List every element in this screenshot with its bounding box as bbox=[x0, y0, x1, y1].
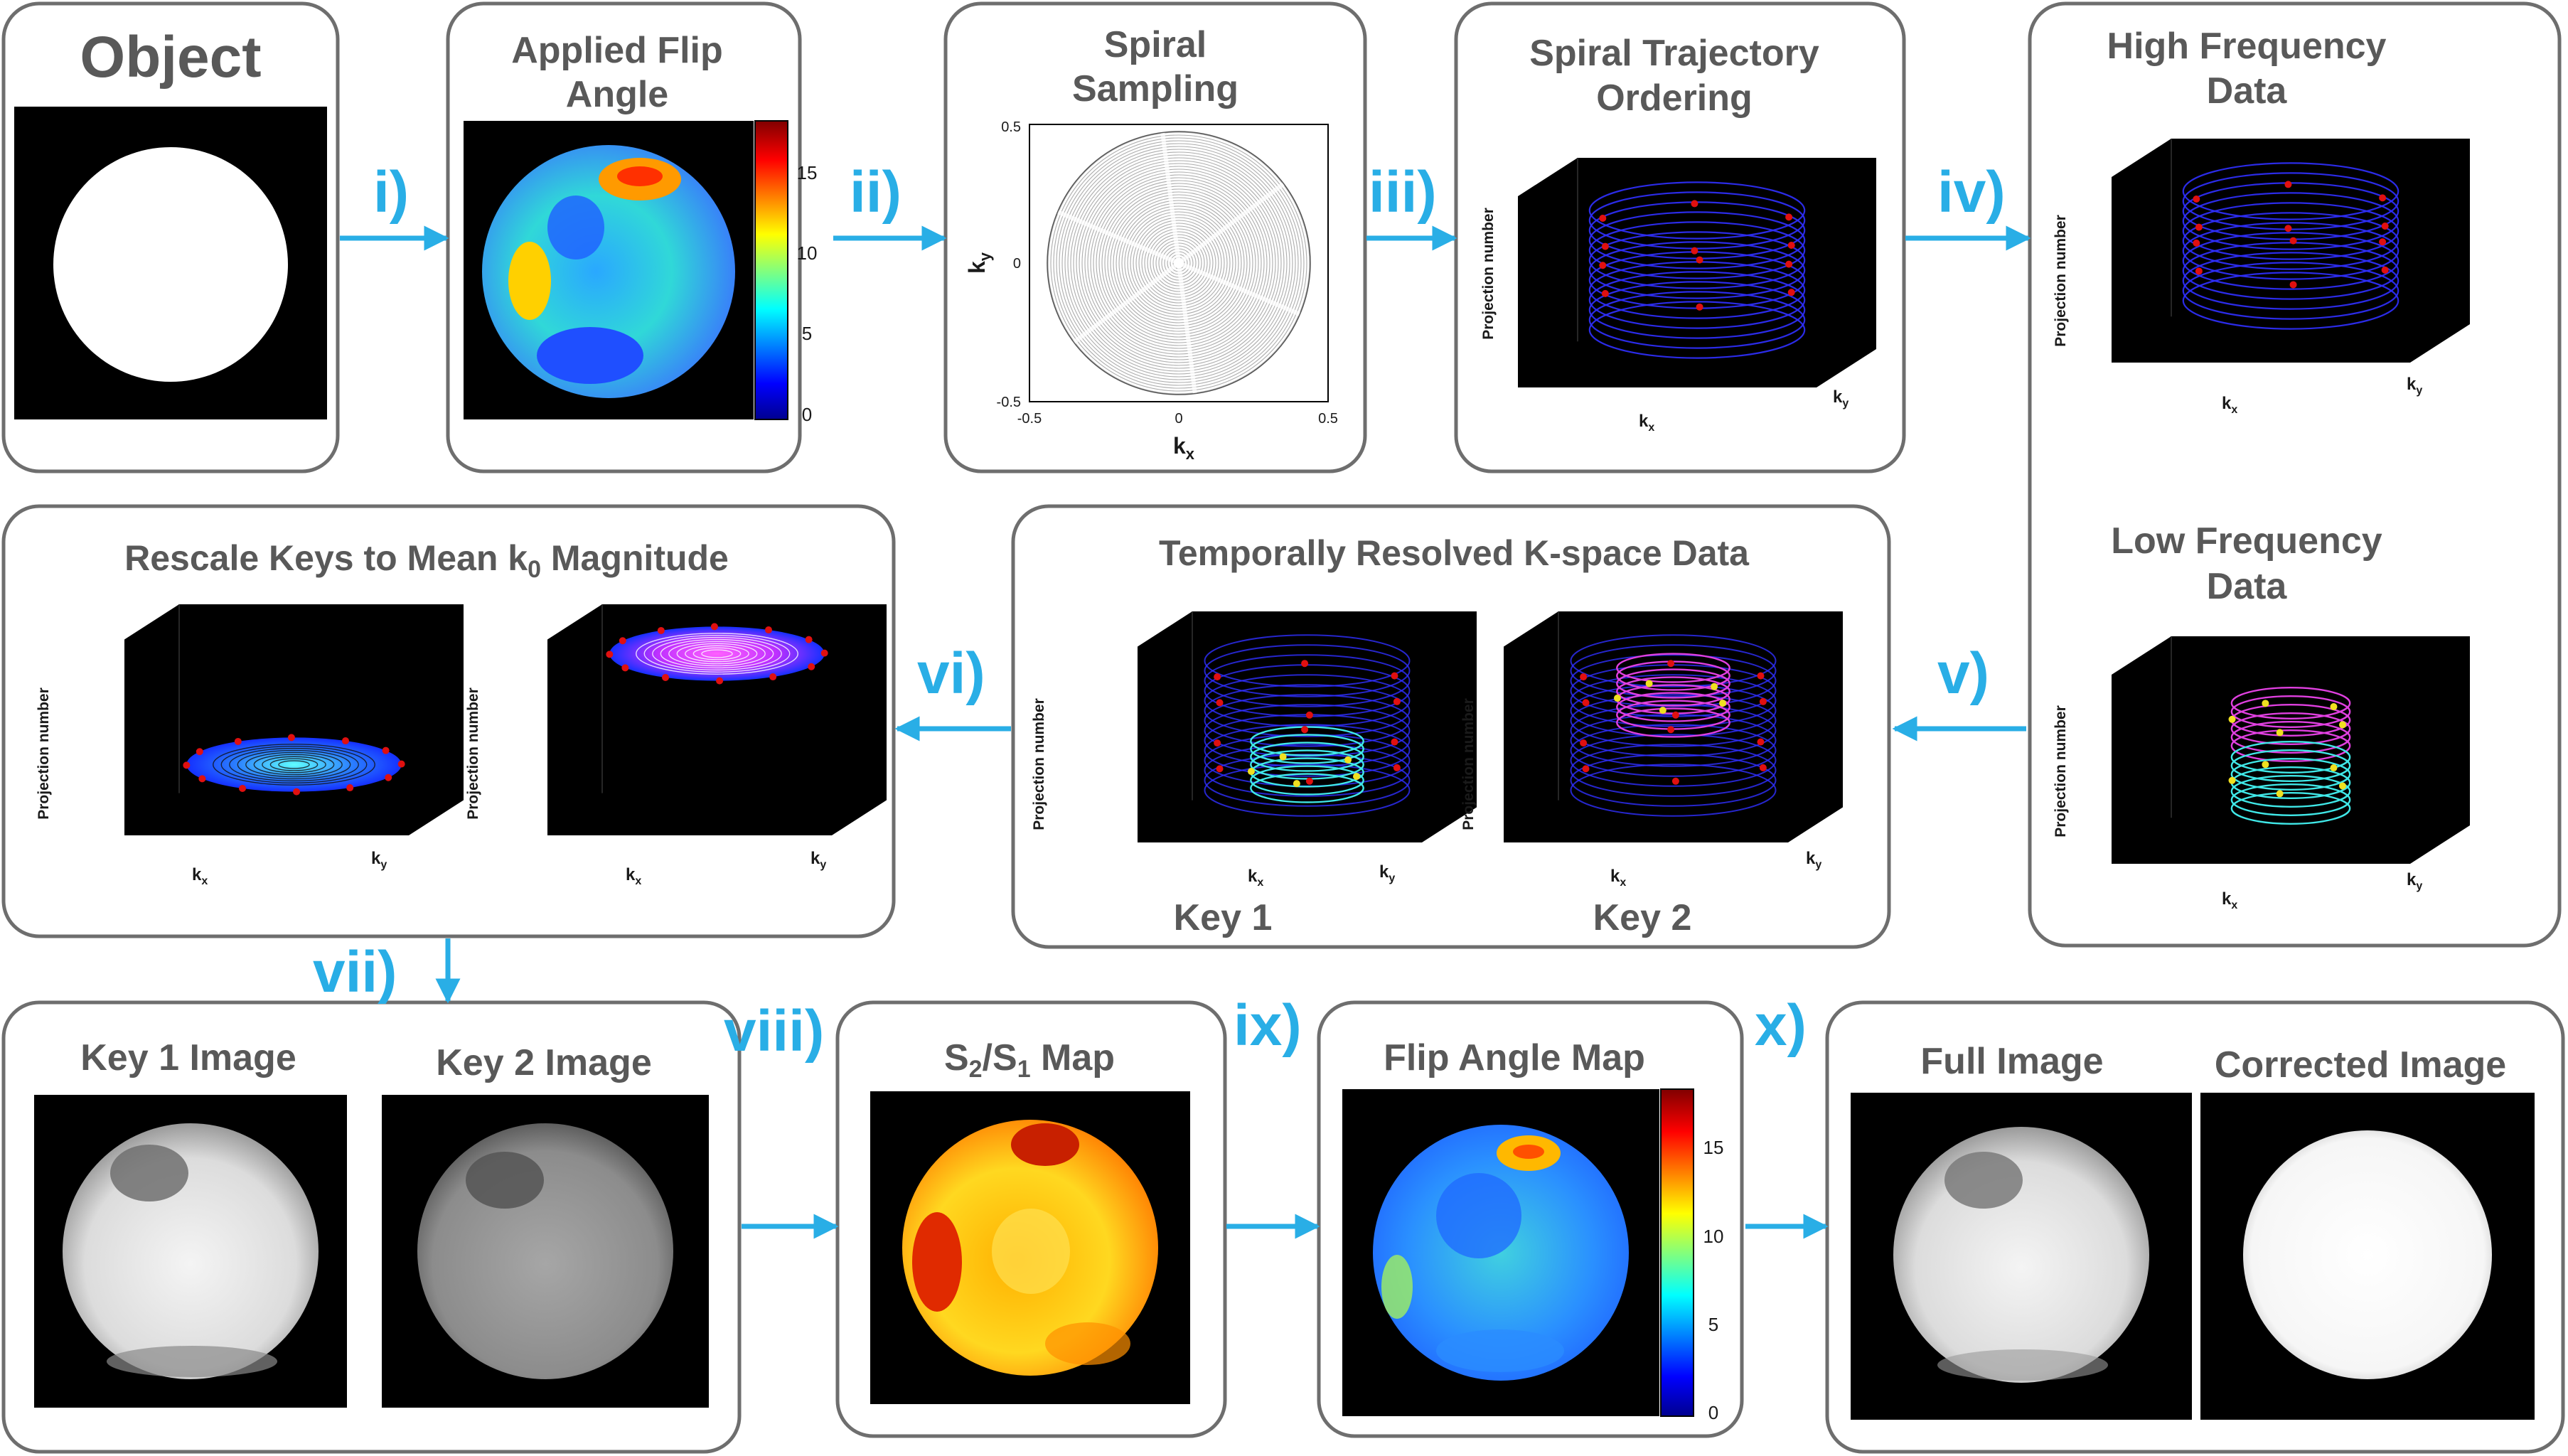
step-labels: i) ii) iii) iv) v) vi) vii) viii) ix) x) bbox=[313, 160, 2006, 1064]
flip-map-tick-5: 5 bbox=[1708, 1314, 1718, 1335]
rescale-key1-ylabel: Projection number bbox=[36, 687, 52, 820]
high-freq-title-line2: Data bbox=[2207, 70, 2288, 112]
panel-applied-flip-angle: Applied Flip Angle 15 10 5 0 bbox=[446, 1, 818, 473]
applied-flip-colorbar bbox=[754, 120, 788, 420]
key2-image-title: Key 2 Image bbox=[436, 1042, 652, 1083]
ordering-title-line2: Ordering bbox=[1596, 77, 1753, 119]
panel-frequency-split: High Frequency Data Projection number kx… bbox=[2028, 1, 2562, 948]
temporal-key1-kx: kx bbox=[1248, 867, 1263, 889]
object-title: Object bbox=[80, 25, 261, 90]
step-iii: iii) bbox=[1369, 160, 1437, 225]
rescale-key1-kx: kx bbox=[192, 865, 208, 887]
step-i: i) bbox=[373, 160, 409, 225]
high-freq-ylabel: Projection number bbox=[2053, 215, 2069, 347]
panel-flip-angle-map: Flip Angle Map 15 10 5 0 bbox=[1317, 1000, 1744, 1438]
spiral-sampling-title-line1: Spiral bbox=[1104, 24, 1207, 65]
panel-spiral-sampling: Spiral Sampling 0.5 0 -0.5 -0.5 0 0.5 kx… bbox=[943, 1, 1367, 473]
temporal-key1-ky: ky bbox=[1379, 862, 1395, 884]
panel-rescale-keys: Rescale Keys to Mean k0 Magnitude Projec… bbox=[1, 504, 896, 938]
spiral-xlabel: kx bbox=[1173, 433, 1195, 463]
temporal-key2-ky: ky bbox=[1806, 849, 1821, 871]
high-freq-title-line1: High Frequency bbox=[2107, 26, 2387, 67]
temporal-key2-kx: kx bbox=[1610, 867, 1626, 889]
low-freq-title-line2: Data bbox=[2207, 566, 2288, 607]
spiral-ylabel: ky bbox=[964, 252, 994, 274]
temporal-key1-label: Key 1 bbox=[1174, 897, 1273, 938]
ordering-ky: ky bbox=[1833, 387, 1849, 410]
high-freq-ky: ky bbox=[2407, 375, 2422, 397]
flip-map-tick-10: 10 bbox=[1703, 1226, 1724, 1247]
ordering-ylabel: Projection number bbox=[1480, 208, 1497, 340]
ratio-map-title: S2/S1 Map bbox=[944, 1037, 1115, 1083]
low-freq-ky: ky bbox=[2407, 870, 2422, 892]
temporal-title: Temporally Resolved K-space Data bbox=[1159, 533, 1750, 573]
low-freq-kx: kx bbox=[2222, 889, 2237, 911]
high-freq-3d-plot bbox=[2112, 139, 2470, 363]
rescale-key2-3d-plot bbox=[547, 604, 887, 835]
object-disk bbox=[53, 147, 288, 382]
applied-flip-title-line1: Applied Flip bbox=[511, 30, 723, 71]
temporal-key1-3d-plot bbox=[1138, 611, 1477, 842]
applied-flip-tick-15: 15 bbox=[797, 162, 818, 183]
step-vii: vii) bbox=[313, 940, 397, 1005]
step-ix: ix) bbox=[1234, 993, 1302, 1058]
spiral-xtick-left: -0.5 bbox=[1017, 411, 1042, 427]
applied-flip-title-line2: Angle bbox=[566, 74, 668, 115]
applied-flip-map bbox=[482, 145, 735, 398]
full-image-title: Full Image bbox=[1920, 1041, 2103, 1082]
step-vi: vi) bbox=[917, 641, 985, 706]
panel-final-images: Full Image Corrected Image bbox=[1825, 1000, 2565, 1454]
corrected-image-title: Corrected Image bbox=[2215, 1044, 2506, 1086]
spiral-ytick-mid: 0 bbox=[1013, 256, 1021, 272]
step-iv: iv) bbox=[1937, 160, 2006, 225]
flip-map-title: Flip Angle Map bbox=[1384, 1037, 1645, 1078]
spiral-sampling-title-line2: Sampling bbox=[1072, 68, 1238, 109]
spiral-ytick-bot: -0.5 bbox=[997, 395, 1021, 410]
temporal-key2-3d-plot bbox=[1504, 611, 1843, 842]
rescale-key2-kx: kx bbox=[626, 865, 641, 887]
temporal-key2-label: Key 2 bbox=[1593, 897, 1692, 938]
panel-object: Object bbox=[1, 1, 340, 473]
flip-map-tick-15: 15 bbox=[1703, 1137, 1724, 1158]
key1-image-title: Key 1 Image bbox=[80, 1037, 296, 1078]
ordering-title-line1: Spiral Trajectory bbox=[1529, 33, 1819, 74]
step-arrows bbox=[340, 225, 2031, 1239]
rescale-title: Rescale Keys to Mean k0 Magnitude bbox=[124, 538, 729, 583]
step-x: x) bbox=[1755, 993, 1807, 1058]
spiral-xtick-mid: 0 bbox=[1175, 411, 1182, 427]
spiral-xtick-right: 0.5 bbox=[1318, 411, 1338, 427]
low-freq-3d-plot bbox=[2112, 636, 2470, 864]
spiral-sampling-plot bbox=[1047, 131, 1311, 395]
temporal-key2-ylabel: Projection number bbox=[1460, 698, 1477, 830]
rescale-key1-3d-plot bbox=[124, 604, 464, 835]
flip-map-colorbar bbox=[1660, 1088, 1694, 1417]
high-freq-kx: kx bbox=[2222, 394, 2237, 416]
spiral-ytick-top: 0.5 bbox=[1001, 119, 1021, 135]
step-v: v) bbox=[1937, 641, 1989, 706]
flip-map-tick-0: 0 bbox=[1708, 1402, 1718, 1423]
applied-flip-tick-0: 0 bbox=[802, 404, 812, 425]
rescale-key1-ky: ky bbox=[371, 849, 387, 871]
ordering-3d-plot bbox=[1518, 158, 1876, 387]
step-ii: ii) bbox=[850, 160, 902, 225]
applied-flip-tick-10: 10 bbox=[797, 242, 818, 264]
temporal-key1-ylabel: Projection number bbox=[1031, 698, 1047, 830]
rescale-key2-ylabel: Projection number bbox=[465, 687, 481, 820]
low-freq-title-line1: Low Frequency bbox=[2111, 520, 2382, 562]
low-freq-ylabel: Projection number bbox=[2053, 705, 2069, 837]
panel-spiral-trajectory-ordering: Spiral Trajectory Ordering Projection nu… bbox=[1454, 1, 1906, 473]
panel-ratio-map: S2/S1 Map bbox=[835, 1000, 1227, 1438]
applied-flip-tick-5: 5 bbox=[802, 323, 812, 344]
step-viii: viii) bbox=[724, 999, 824, 1064]
panel-key-images: Key 1 Image Key 2 Image bbox=[1, 1000, 742, 1454]
ordering-kx: kx bbox=[1639, 412, 1654, 434]
rescale-key2-ky: ky bbox=[810, 849, 826, 871]
panel-temporally-resolved: Temporally Resolved K-space Data Project… bbox=[1011, 504, 1891, 949]
